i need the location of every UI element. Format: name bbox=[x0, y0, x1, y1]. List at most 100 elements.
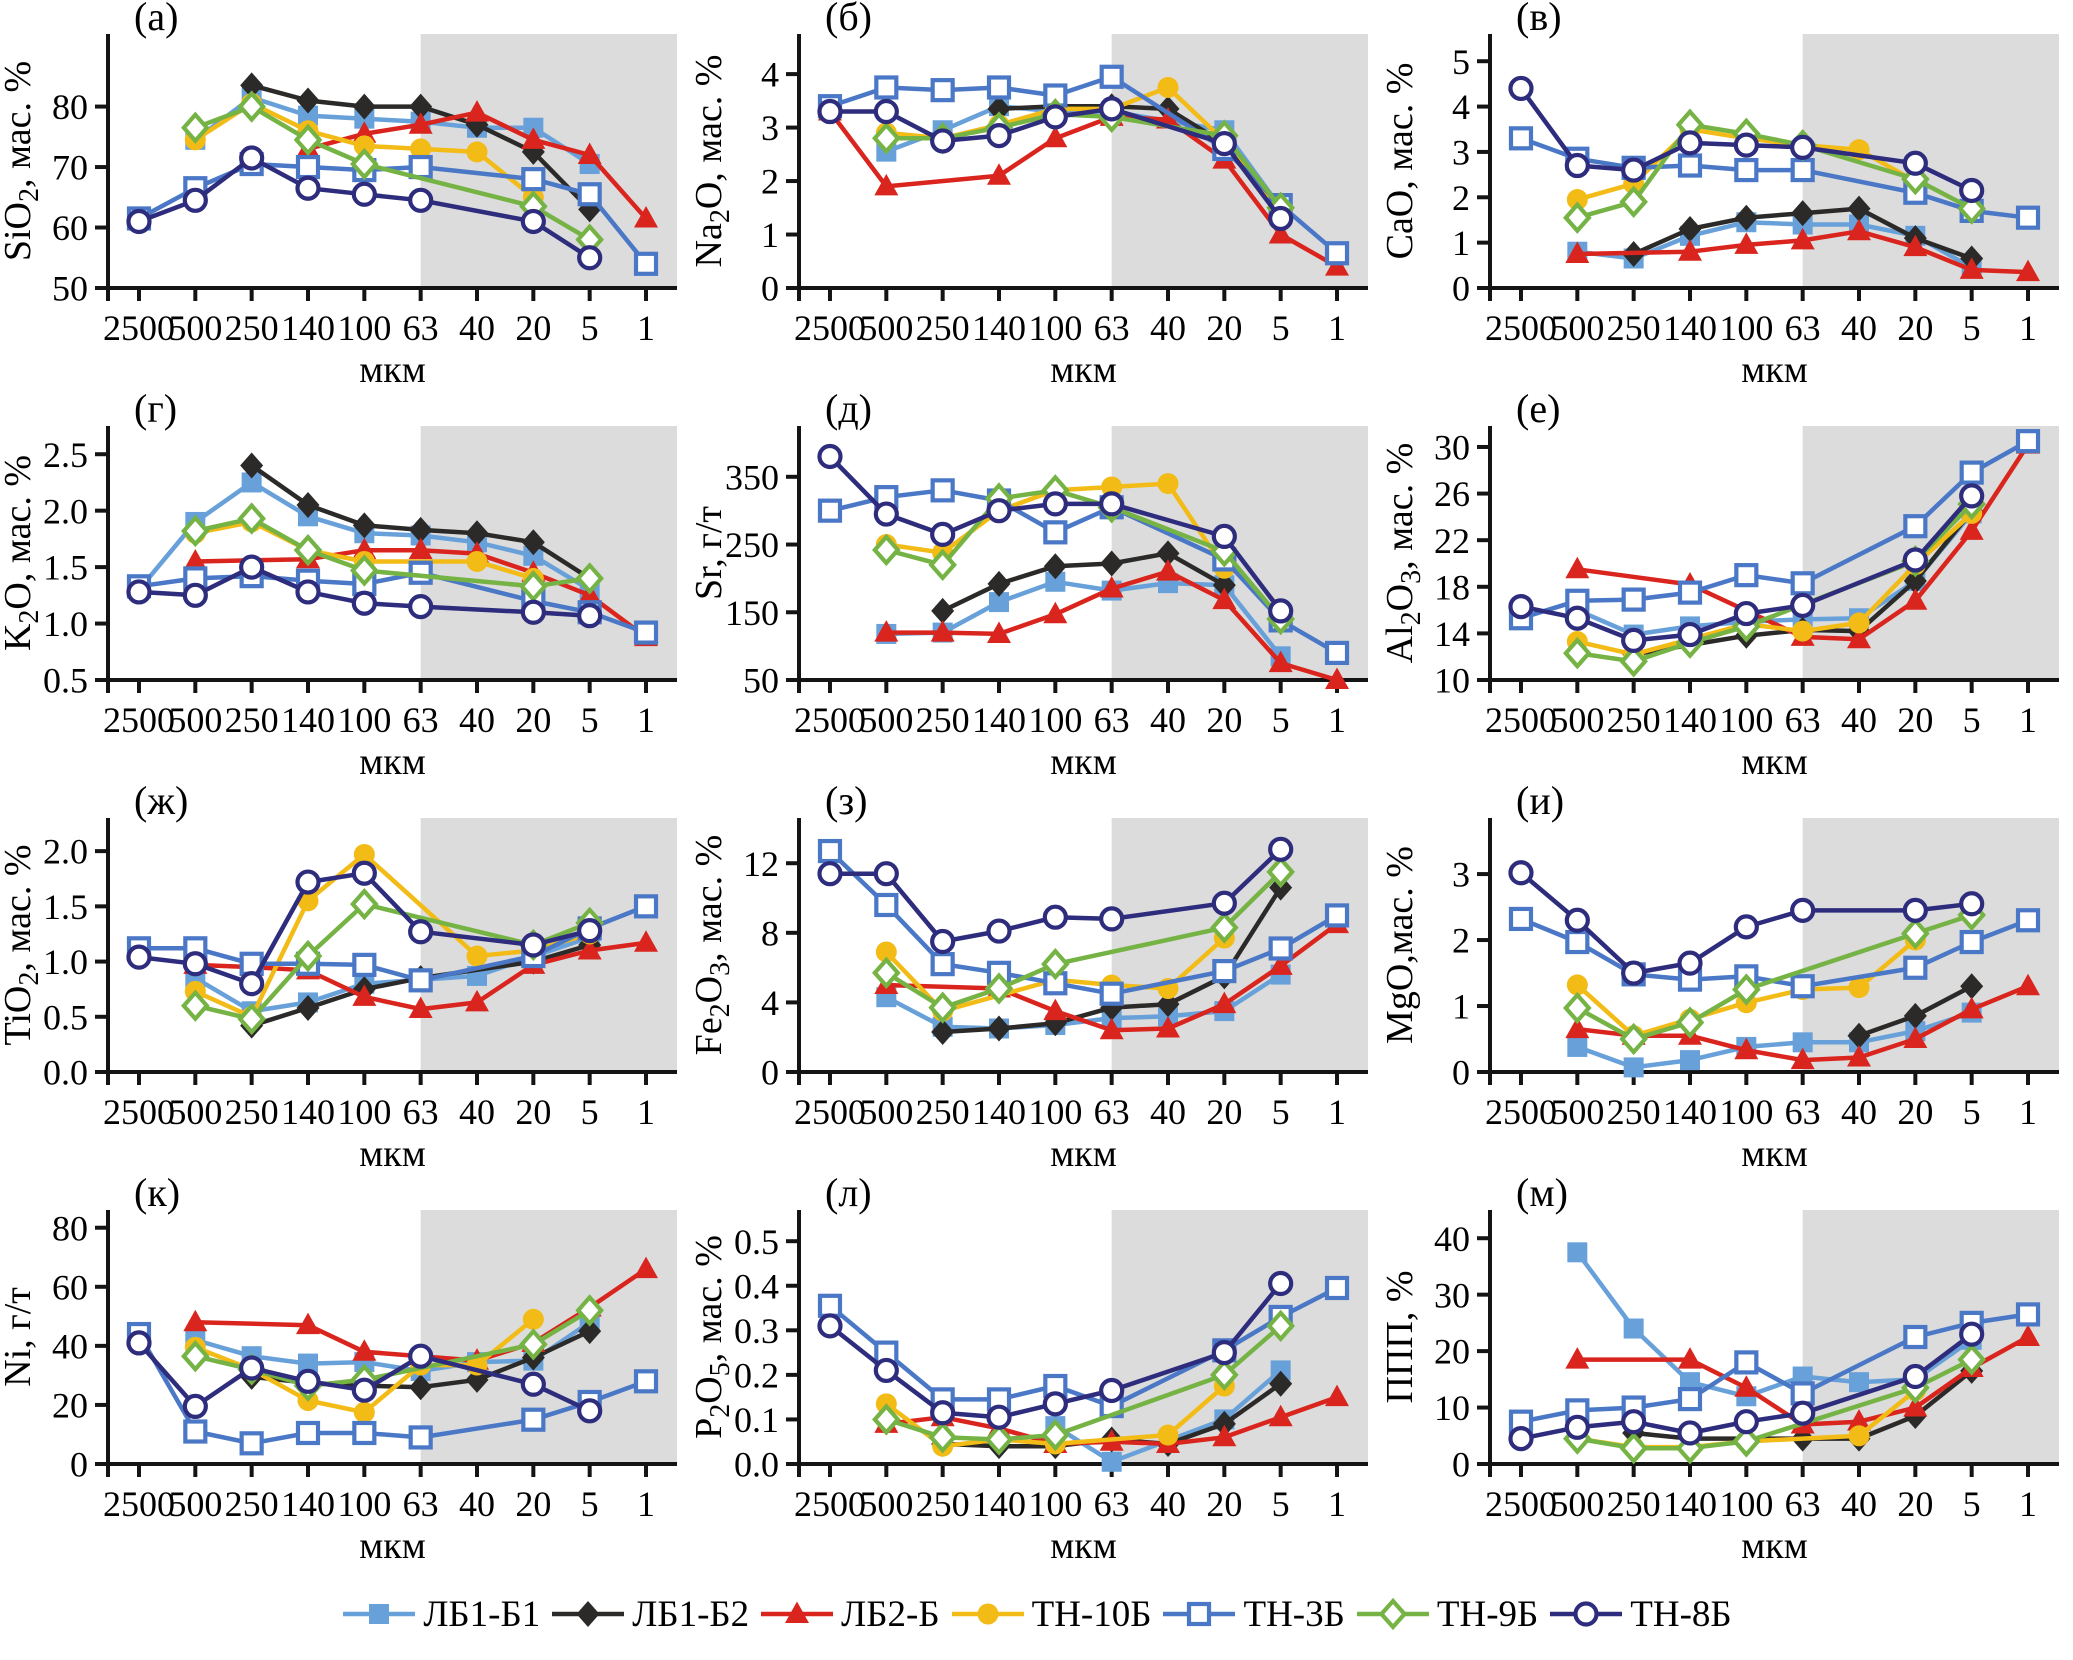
x-tick-label: 20 bbox=[1897, 308, 1933, 348]
x-tick-label: 250 bbox=[1607, 1092, 1661, 1132]
open-circle-marker bbox=[986, 498, 1012, 524]
open-square-marker bbox=[1268, 936, 1293, 961]
open-square-marker bbox=[1508, 126, 1534, 151]
open-circle-marker bbox=[1621, 960, 1647, 986]
series-ТН-8Б bbox=[126, 860, 603, 997]
open-square-marker bbox=[986, 75, 1012, 100]
open-circle-marker bbox=[1733, 600, 1759, 627]
filled-triangle-marker bbox=[1734, 232, 1759, 254]
open-square-marker bbox=[577, 182, 602, 207]
filled-triangle-marker bbox=[874, 173, 899, 196]
x-tick-label: 63 bbox=[1094, 308, 1130, 348]
filled-square-marker bbox=[297, 105, 318, 126]
open-circle-marker bbox=[1508, 593, 1534, 620]
filled-triangle-marker bbox=[183, 548, 208, 571]
y-axis-label: TiO2, мас. % bbox=[0, 844, 45, 1045]
open-diamond-marker bbox=[293, 123, 323, 157]
open-square-marker bbox=[1959, 929, 1984, 955]
axes bbox=[786, 426, 1368, 693]
open-circle-marker bbox=[873, 98, 899, 125]
filled-diamond-marker bbox=[931, 597, 955, 624]
filled-square-marker bbox=[1270, 1360, 1291, 1381]
filled-diamond-marker bbox=[1903, 1002, 1927, 1029]
open-diamond-marker bbox=[928, 991, 957, 1024]
open-circle-marker bbox=[1268, 205, 1294, 232]
filled-triangle-marker bbox=[408, 537, 433, 560]
open-circle-marker bbox=[1099, 1377, 1125, 1404]
filled-diamond-marker bbox=[409, 516, 433, 543]
open-diamond-marker bbox=[1619, 185, 1648, 218]
filled-diamond-marker bbox=[409, 93, 433, 120]
filled-diamond-marker bbox=[1960, 973, 1984, 1000]
open-circle-marker bbox=[1099, 906, 1125, 932]
x-tick-label: 5 bbox=[581, 308, 599, 348]
x-axis-label: мкм bbox=[1050, 1133, 1117, 1175]
legend-label: ЛБ1-Б2 bbox=[632, 1593, 750, 1635]
open-diamond-marker bbox=[519, 1328, 548, 1361]
open-circle-marker bbox=[351, 860, 377, 886]
series-ТН-9Б bbox=[181, 90, 604, 256]
filled-circle-marker bbox=[977, 1603, 999, 1625]
filled-diamond-marker bbox=[1847, 195, 1871, 222]
y-tick-label: 12 bbox=[743, 844, 779, 884]
filled-triangle-marker bbox=[1268, 1404, 1293, 1427]
open-circle-marker bbox=[1042, 491, 1068, 517]
series-ТН-8Б bbox=[1508, 483, 1985, 653]
open-circle-marker bbox=[986, 918, 1012, 944]
y-tick-label: 1 bbox=[1452, 223, 1470, 263]
open-square-marker bbox=[1187, 1601, 1212, 1627]
open-circle-marker bbox=[1959, 483, 1985, 509]
series-ТН-3Б bbox=[1508, 1302, 2041, 1434]
y-tick-label: 1.0 bbox=[43, 604, 88, 644]
filled-triangle-marker bbox=[1043, 601, 1068, 624]
series-ТН-9Б bbox=[872, 1309, 1295, 1456]
open-square-marker bbox=[1790, 1381, 1815, 1406]
charts-grid: 50 60 70 80 2500 500 250 140 100 63 40 20 5 1 мкм SiO2,… bbox=[0, 0, 2073, 1568]
open-circle-marker bbox=[1508, 75, 1534, 102]
legend-item-lb1-b1: ЛБ1-Б1 bbox=[341, 1593, 540, 1636]
x-tick-label: 2500 bbox=[1485, 1484, 1557, 1524]
x-tick-label: 250 bbox=[1607, 308, 1661, 348]
chart-cell-(б): 0 1 2 3 4 2500 500 250 140 100 63 40 20 5 1 мкм Na2O, ма… bbox=[688, 0, 1382, 392]
y-tick-label: 2.0 bbox=[43, 832, 88, 872]
open-circle-marker bbox=[1564, 152, 1590, 179]
filled-triangle-marker bbox=[1903, 1395, 1928, 1417]
y-tick-label: 3 bbox=[1452, 133, 1470, 173]
filled-circle-marker bbox=[1157, 1424, 1179, 1446]
panel-label: (д) bbox=[825, 392, 872, 431]
open-circle-marker bbox=[930, 1400, 956, 1426]
filled-diamond-marker bbox=[1903, 567, 1927, 594]
x-tick-label: 2500 bbox=[103, 700, 175, 740]
filled-triangle-marker bbox=[1156, 559, 1181, 581]
x-tick-label: 140 bbox=[972, 1092, 1026, 1132]
filled-diamond-marker bbox=[296, 994, 320, 1021]
open-square-marker bbox=[1677, 1386, 1703, 1412]
open-diamond-marker bbox=[1957, 1343, 1986, 1376]
y-tick-label: 3 bbox=[1452, 855, 1470, 895]
x-tick-label: 2500 bbox=[103, 308, 175, 348]
filled-circle-marker bbox=[1566, 189, 1588, 211]
legend-label: ТН-3Б bbox=[1243, 1593, 1345, 1635]
series-ТН-8Б bbox=[817, 443, 1294, 624]
open-square-marker bbox=[633, 1369, 659, 1394]
y-axis-label: SiO2, мас. % bbox=[0, 61, 45, 261]
x-tick-label: 5 bbox=[581, 1092, 599, 1132]
x-tick-label: 2500 bbox=[794, 700, 866, 740]
open-circle-marker bbox=[1042, 104, 1068, 130]
filled-triangle-marker bbox=[2016, 973, 2041, 996]
x-tick-label: 100 bbox=[337, 700, 391, 740]
x-tick-label: 63 bbox=[403, 700, 439, 740]
filled-diamond-marker bbox=[240, 72, 264, 99]
y-tick-label: 0.3 bbox=[734, 1311, 779, 1351]
open-square-marker bbox=[633, 894, 659, 919]
x-tick-label: 500 bbox=[1550, 308, 1604, 348]
chart-cell-(м): 0 10 20 30 40 2500 500 250 140 100 63 40 20 5 1 мкм ППП,… bbox=[1379, 1170, 2073, 1568]
y-axis-label: P2O5, мас. % bbox=[691, 1235, 736, 1439]
open-diamond-marker bbox=[1619, 645, 1648, 678]
x-tick-label: 140 bbox=[1663, 308, 1717, 348]
open-circle-marker bbox=[1677, 950, 1703, 976]
x-tick-label: 1 bbox=[1328, 700, 1346, 740]
